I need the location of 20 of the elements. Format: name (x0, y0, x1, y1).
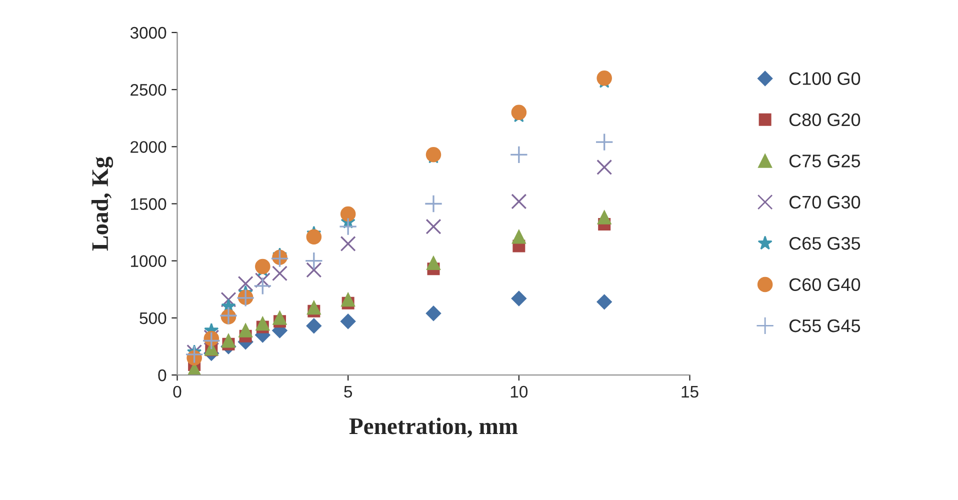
legend-label: C75 G25 (789, 154, 860, 168)
x-axis-title: Penetration, mm (349, 418, 518, 438)
y-tick-label: 2500 (130, 84, 166, 96)
legend-label: C100 G0 (789, 72, 860, 85)
y-axis-title: Load, Kg (91, 156, 114, 251)
legend-label: C55 G45 (789, 319, 860, 332)
y-tick-label: 2000 (130, 141, 166, 153)
y-tick-label: 3000 (130, 26, 166, 39)
legend-label: C70 G30 (789, 196, 860, 209)
x-tick-label: 0 (173, 386, 182, 398)
legend-label: C80 G20 (789, 113, 860, 126)
y-tick-label: 500 (140, 312, 166, 324)
x-tick-label: 15 (682, 386, 698, 398)
y-tick-label: 0 (158, 369, 166, 382)
legend-label: C60 G40 (789, 278, 860, 292)
x-tick-label: 10 (510, 386, 528, 398)
legend-label: C65 G35 (789, 237, 860, 250)
y-tick-label: 1000 (131, 255, 166, 268)
y-tick-label: 1500 (131, 198, 166, 210)
x-tick-label: 5 (344, 386, 352, 398)
